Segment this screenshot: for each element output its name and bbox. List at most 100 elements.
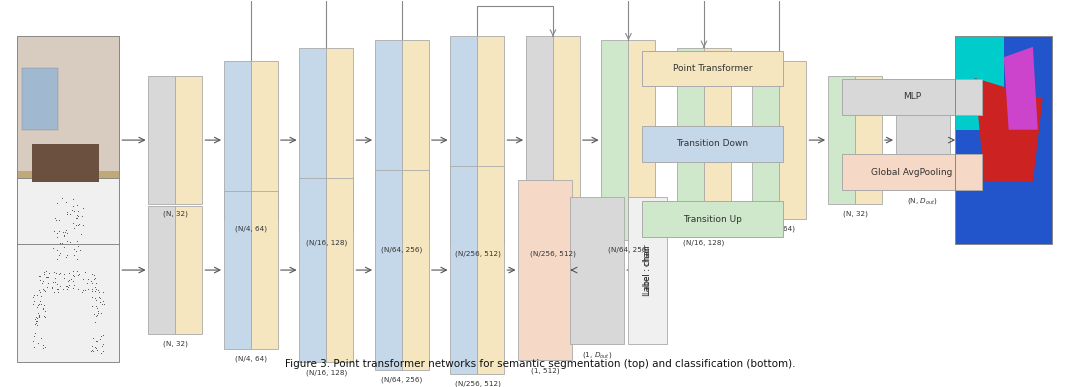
Point: [60, 282, 78, 288]
Point: [37, 344, 54, 350]
Bar: [704, 48, 731, 232]
Point: [89, 347, 106, 353]
Point: [49, 286, 66, 292]
Point: [73, 289, 91, 295]
Bar: [518, 180, 572, 360]
Point: [95, 298, 112, 305]
Bar: [17, 171, 120, 244]
Point: [63, 276, 80, 282]
Point: [50, 252, 67, 258]
Bar: [175, 206, 202, 334]
Point: [69, 222, 86, 228]
Point: [35, 286, 52, 293]
Point: [27, 316, 44, 322]
Point: [59, 278, 77, 284]
Point: [92, 310, 109, 316]
Point: [32, 301, 50, 308]
Point: [37, 288, 54, 294]
Point: [58, 283, 76, 289]
Point: [60, 277, 78, 283]
Point: [30, 312, 48, 318]
Point: [65, 252, 82, 258]
Point: [68, 256, 85, 262]
Point: [64, 207, 81, 213]
Point: [66, 241, 83, 247]
Point: [36, 313, 53, 319]
Point: [68, 202, 85, 209]
Text: Label : chair: Label : chair: [644, 247, 652, 294]
Point: [58, 211, 76, 217]
Bar: [402, 40, 429, 240]
Point: [83, 271, 100, 277]
Point: [66, 246, 83, 252]
Point: [87, 280, 105, 286]
Point: [52, 270, 69, 276]
Point: [49, 230, 66, 236]
Point: [52, 283, 69, 289]
Point: [80, 276, 97, 282]
Point: [65, 278, 82, 284]
Point: [58, 229, 76, 236]
Point: [69, 272, 86, 278]
Point: [49, 235, 66, 241]
Text: Global AvgPooling: Global AvgPooling: [872, 168, 953, 176]
Point: [84, 280, 102, 286]
Point: [30, 301, 48, 308]
Point: [68, 238, 85, 244]
Point: [54, 195, 71, 201]
Point: [85, 271, 103, 277]
Point: [90, 287, 107, 293]
Point: [38, 268, 55, 274]
Point: [64, 202, 81, 209]
Point: [92, 295, 109, 301]
Point: [28, 320, 45, 326]
Point: [49, 281, 66, 287]
Point: [87, 303, 105, 309]
Text: (1, 512): (1, 512): [531, 367, 559, 374]
Point: [30, 273, 48, 279]
Point: [69, 211, 86, 217]
Point: [91, 299, 108, 305]
Point: [45, 269, 63, 275]
Text: (N/256, 512): (N/256, 512): [530, 250, 576, 257]
Text: (N/64, 256): (N/64, 256): [381, 247, 422, 253]
Point: [24, 338, 41, 344]
Point: [56, 275, 73, 281]
Bar: [753, 61, 780, 219]
Bar: [175, 76, 202, 204]
Point: [57, 227, 75, 233]
Point: [45, 228, 63, 234]
Point: [29, 303, 46, 310]
Text: (N, 32): (N, 32): [163, 341, 188, 348]
Point: [68, 214, 85, 221]
Point: [43, 285, 60, 291]
Point: [68, 238, 85, 244]
Bar: [224, 61, 251, 219]
Bar: [326, 48, 353, 232]
Text: (N/4, 64): (N/4, 64): [764, 226, 796, 233]
Bar: [17, 36, 120, 171]
Point: [28, 322, 45, 328]
Point: [36, 308, 53, 314]
Point: [69, 243, 86, 249]
Bar: [251, 61, 278, 219]
Point: [57, 254, 75, 260]
Bar: [643, 201, 783, 237]
Point: [58, 252, 76, 258]
Bar: [450, 36, 477, 244]
Point: [71, 247, 89, 253]
Point: [55, 271, 72, 277]
Point: [75, 276, 92, 282]
Point: [66, 282, 83, 288]
Point: [87, 338, 105, 344]
Point: [28, 318, 45, 324]
Point: [51, 250, 68, 256]
Point: [25, 298, 42, 304]
Point: [87, 312, 105, 318]
Bar: [643, 126, 783, 162]
Point: [36, 269, 53, 275]
Point: [55, 233, 72, 239]
Point: [86, 284, 104, 290]
Point: [45, 289, 63, 295]
Point: [70, 207, 87, 214]
